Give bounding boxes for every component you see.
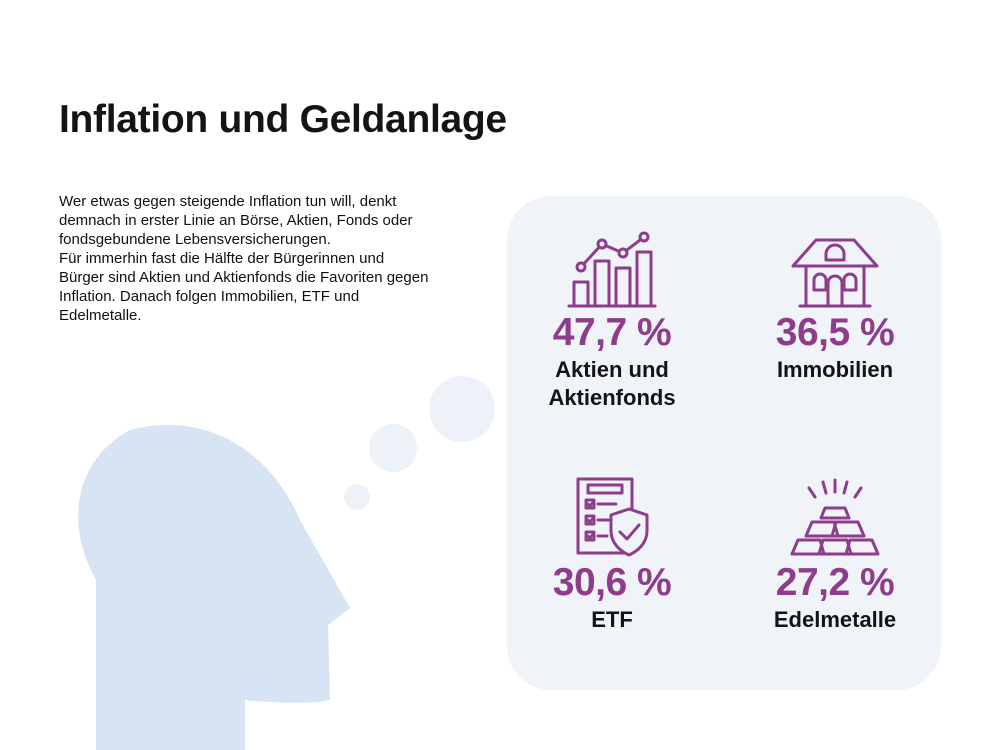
- stat-value: 27,2 %: [775, 561, 895, 604]
- stat-value: 30,6 %: [552, 561, 672, 604]
- intro-paragraph-1: Wer etwas gegen steigende Inflation tun …: [59, 193, 413, 248]
- intro-text: Wer etwas gegen steigende Inflation tun …: [59, 192, 431, 325]
- stat-value: 47,7 %: [552, 311, 672, 354]
- gold-bars-icon: [790, 478, 880, 556]
- stat-label: Immobilien: [776, 357, 894, 382]
- intro-paragraph-2: Für immerhin fast die Hälfte der Bürgeri…: [59, 250, 429, 324]
- stat-label: Aktien und Aktienfonds: [548, 357, 676, 410]
- stat-edelmetalle: 27,2 % Edelmetalle: [725, 476, 945, 634]
- statistics-panel: [507, 196, 941, 690]
- thought-bubble-medium: [369, 424, 417, 472]
- stat-label: Edelmetalle: [773, 607, 897, 632]
- thought-bubble-small: [344, 484, 370, 510]
- stat-etf: 30,6 % ETF: [502, 476, 722, 634]
- stat-value: 36,5 %: [775, 311, 895, 354]
- thought-bubble-large: [429, 376, 495, 442]
- stat-immobilien: 36,5 % Immobilien: [725, 228, 945, 384]
- page-title: Inflation und Geldanlage: [59, 98, 507, 141]
- document-shield-checklist-icon: [576, 477, 649, 557]
- house-icon: [791, 238, 879, 308]
- stat-aktien: 47,7 % Aktien und Aktienfonds: [502, 228, 722, 412]
- stat-label: ETF: [591, 607, 633, 632]
- bar-chart-growth-icon: [567, 231, 657, 308]
- head-silhouette: [78, 424, 350, 750]
